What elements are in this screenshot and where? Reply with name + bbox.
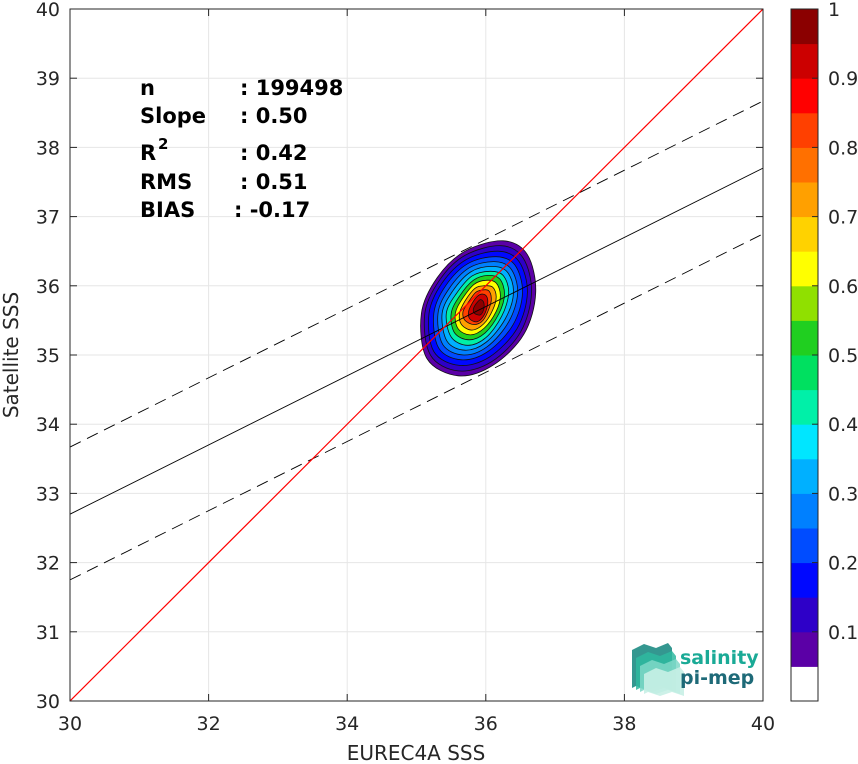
logo-waves-icon (632, 643, 684, 696)
regression-lines (70, 9, 763, 701)
colorbar-segment (791, 9, 818, 45)
logo-text-salinity: salinity (680, 647, 759, 669)
y-tick-label: 33 (36, 483, 60, 505)
colorbar-segment (791, 562, 818, 598)
y-tick-label: 39 (36, 68, 60, 90)
colorbar-tick-label: 0.2 (828, 553, 858, 575)
colorbar-ticks: 0.1 0.2 0.3 0.4 0.5 0.6 0.7 0.8 0.9 1 (812, 0, 858, 644)
colorbar-segment (791, 216, 818, 252)
stat-slope-value: : 0.50 (240, 104, 308, 128)
axis-tick-labels: 30 32 34 36 38 40 30 31 32 33 34 35 36 37 38 39 40 (36, 0, 775, 735)
stat-rms-value: : 0.51 (240, 170, 308, 194)
y-tick-label: 32 (36, 553, 60, 575)
colorbar-segment (791, 78, 818, 114)
y-tick-label: 30 (36, 691, 60, 713)
x-axis-label: EUREC4A SSS (347, 741, 486, 764)
colorbar-segment (791, 112, 818, 148)
colorbar-segment (791, 182, 818, 218)
fit-line (70, 167, 763, 515)
stat-rms-label: RMS (140, 170, 192, 194)
x-tick-label: 36 (474, 713, 498, 735)
colorbar-segment (791, 631, 818, 667)
y-tick-label: 40 (36, 0, 60, 21)
colorbar-segment (791, 597, 818, 633)
colorbar-segment (791, 43, 818, 79)
colorbar-segment (791, 285, 818, 321)
x-tick-label: 38 (612, 713, 636, 735)
stat-r2-label: R (140, 141, 156, 165)
density-contours (420, 240, 537, 377)
colorbar-segment (791, 424, 818, 460)
colorbar-segment (791, 528, 818, 564)
colorbar-tick-label: 0.9 (828, 68, 858, 90)
colorbar-segment (791, 493, 818, 529)
y-tick-label: 37 (36, 207, 60, 229)
identity-line (70, 9, 763, 701)
colorbar-segment (791, 147, 818, 183)
stat-n-value: : 199498 (240, 76, 343, 100)
grid-lines (69, 8, 764, 702)
salinity-pi-mep-logo: salinity pi-mep (632, 643, 759, 696)
fit-upper-dashed-line (70, 100, 763, 448)
colorbar-tick-label: 0.5 (828, 345, 858, 367)
colorbar-segment (791, 666, 818, 702)
x-tick-label: 30 (58, 713, 82, 735)
stat-slope-label: Slope (140, 104, 206, 128)
stat-bias-value: : -0.17 (234, 198, 310, 222)
colorbar-tick-label: 0.4 (828, 414, 858, 436)
stats-annotation: n : 199498 Slope : 0.50 R 2 : 0.42 RMS :… (140, 76, 343, 222)
y-tick-label: 38 (36, 137, 60, 159)
colorbar-tick-label: 0.7 (828, 207, 858, 229)
axis-ticks (69, 8, 764, 702)
colorbar-segment (791, 251, 818, 287)
colorbar-segment (791, 389, 818, 425)
colorbar-tick-label: 0.1 (828, 622, 858, 644)
x-tick-label: 40 (751, 713, 775, 735)
y-tick-label: 34 (36, 414, 60, 436)
y-tick-label: 35 (36, 345, 60, 367)
logo-text-pimep: pi-mep (680, 667, 754, 689)
y-axis-label: Satellite SSS (0, 292, 23, 418)
colorbar (791, 9, 818, 702)
x-tick-label: 32 (197, 713, 221, 735)
fit-lower-dashed-line (70, 233, 763, 581)
colorbar-segment (791, 320, 818, 356)
x-tick-label: 34 (335, 713, 359, 735)
colorbar-segment (791, 458, 818, 494)
y-tick-label: 36 (36, 276, 60, 298)
colorbar-tick-label: 1 (828, 0, 840, 21)
stat-n-label: n (140, 76, 155, 100)
colorbar-tick-label: 0.3 (828, 483, 858, 505)
colorbar-segment (791, 355, 818, 391)
colorbar-tick-label: 0.8 (828, 137, 858, 159)
colorbar-tick-label: 0.6 (828, 276, 858, 298)
stat-r2-value: : 0.42 (240, 141, 308, 165)
stat-r2-sup: 2 (158, 135, 168, 153)
stat-bias-label: BIAS (140, 198, 195, 222)
y-tick-label: 31 (36, 622, 60, 644)
